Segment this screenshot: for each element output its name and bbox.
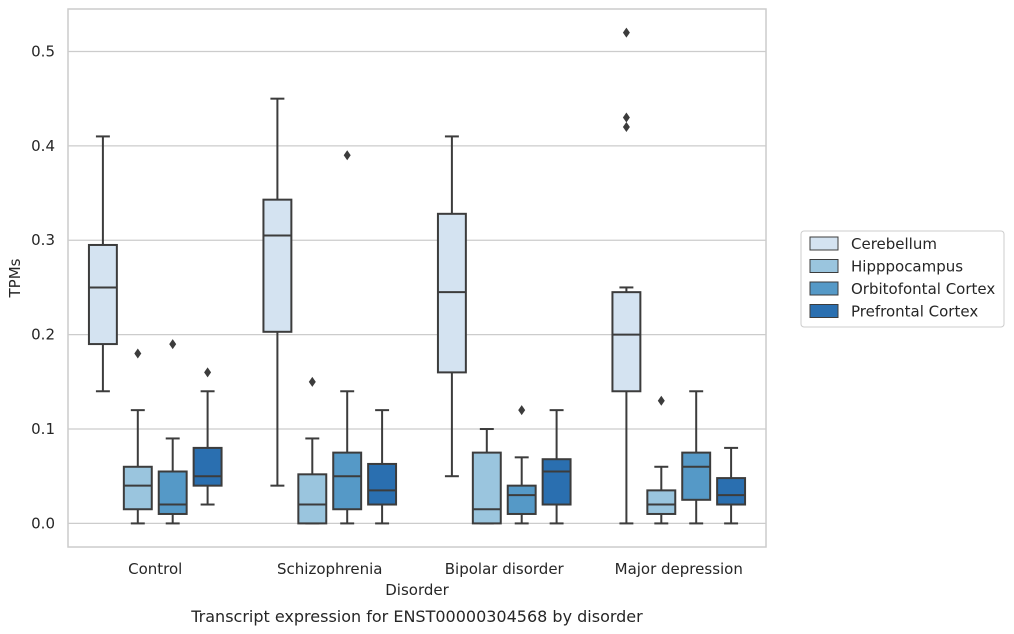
outlier-point	[204, 367, 212, 378]
box	[332, 451, 363, 511]
box-group	[297, 376, 328, 525]
legend-entry-label: Cerebellum	[851, 235, 937, 253]
legend-entry-label: Prefrontal Cortex	[851, 303, 978, 321]
box-group	[436, 135, 467, 478]
x-tick-label: Control	[128, 560, 182, 578]
outlier-point	[343, 150, 351, 161]
y-tick-label: 0.3	[31, 231, 55, 249]
y-tick-label: 0.5	[31, 42, 55, 60]
legend-entry-label: Hipppocampus	[851, 258, 963, 276]
box-group	[716, 446, 747, 525]
outlier-point	[622, 27, 630, 38]
outlier-point	[169, 339, 177, 350]
x-tick-label: Major depression	[615, 560, 743, 578]
box-group	[262, 97, 293, 487]
y-axis-label: TPMs	[6, 258, 24, 298]
box	[681, 451, 712, 501]
box	[471, 451, 502, 525]
box	[611, 291, 642, 393]
y-tick-labels: 0.0 0.1 0.2 0.3 0.4 0.5	[31, 42, 55, 532]
outlier-point	[518, 405, 526, 416]
y-tick-label: 0.2	[31, 326, 55, 344]
box	[716, 477, 747, 506]
box	[297, 473, 328, 525]
box-group	[157, 339, 188, 525]
box	[541, 458, 572, 506]
box-group	[541, 409, 572, 525]
box-group	[367, 409, 398, 525]
box	[506, 484, 537, 515]
box	[87, 243, 118, 346]
x-tick-label: Bipolar disorder	[445, 560, 565, 578]
box	[367, 462, 398, 506]
x-axis-label: Disorder	[385, 581, 449, 599]
legend: Cerebellum Hipppocampus Orbitofontal Corte…	[800, 230, 1005, 328]
box-group	[87, 135, 118, 393]
box-group	[332, 150, 363, 525]
box-group	[122, 348, 153, 525]
legend-swatch	[809, 304, 839, 318]
box-group	[471, 428, 502, 525]
box	[192, 446, 223, 487]
box-group	[506, 405, 537, 525]
legend-frame	[800, 230, 1005, 328]
boxes	[87, 27, 747, 525]
outlier-point	[134, 348, 142, 359]
box-group	[192, 367, 223, 506]
legend-swatch	[809, 259, 839, 273]
plot-area-frame	[67, 8, 767, 548]
outlier-point	[657, 395, 665, 406]
box-group	[681, 390, 712, 525]
box	[157, 470, 188, 515]
outlier-point	[308, 376, 316, 387]
box	[646, 489, 677, 515]
x-tick-label: Schizophrenia	[277, 560, 382, 578]
legend-swatch	[809, 281, 839, 296]
outlier-point	[622, 121, 630, 132]
legend-swatch	[809, 236, 839, 251]
y-tick-label: 0.4	[31, 137, 55, 155]
legend-entry-label: Orbitofontal Cortex	[851, 280, 995, 298]
box-group	[646, 395, 677, 525]
x-tick-labels: Control Schizophrenia Bipolar disorder Majo…	[128, 560, 743, 578]
chart-caption: Transcript expression for ENST0000030456…	[190, 607, 643, 626]
box-group	[611, 27, 642, 525]
grid-lines	[68, 50, 766, 525]
box	[122, 465, 153, 511]
outlier-point	[622, 112, 630, 123]
box	[262, 198, 293, 333]
y-tick-label: 0.1	[31, 420, 55, 438]
y-tick-label: 0.0	[31, 514, 55, 532]
